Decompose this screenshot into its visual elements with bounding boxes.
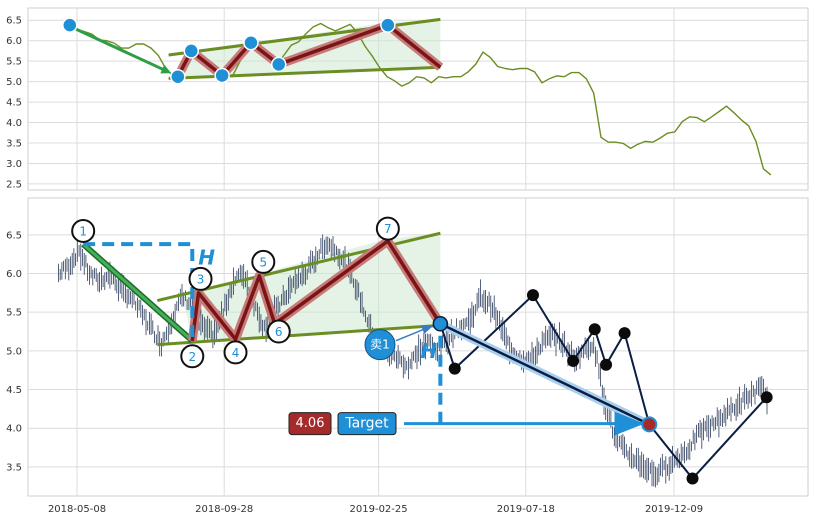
zigzag-point-2 <box>526 289 539 302</box>
top-pattern-point-1 <box>170 68 186 85</box>
zigzag-point-8 <box>686 472 699 485</box>
top-y-tick-labels: 2.5 3.0 3.5 4.0 4.5 5.0 5.5 6.0 6.5 <box>6 16 22 191</box>
bottom-lower-trendline <box>157 323 441 347</box>
top-y-tick-label-0: 2.5 <box>6 179 22 190</box>
pattern-label-circle-5 <box>251 249 276 274</box>
bottom-pattern-zigzag <box>190 239 442 342</box>
bottom-drop-segment-inner <box>82 242 194 342</box>
pattern-label-1: 1 <box>79 224 87 238</box>
bottom-y-tick-labels: 3.5 4.0 4.5 5.0 5.5 6.0 6.5 <box>6 230 22 473</box>
bottom-y-tick-label-0: 3.5 <box>6 462 22 473</box>
bottom-panel: 3.5 4.0 4.5 5.0 5.5 6.0 6.5 2018-05-08 2018-09-… <box>6 197 809 515</box>
target-badge: Target <box>337 412 397 436</box>
x-tick-label-3: 2019-07-18 <box>497 504 555 515</box>
zigzag-point-1 <box>448 362 461 375</box>
pattern-label-4: 4 <box>232 346 240 360</box>
top-grid <box>28 8 808 190</box>
sell-badge-circle <box>364 329 396 361</box>
pattern-label-circle-4 <box>223 340 248 365</box>
zigzag-point-5 <box>600 358 613 371</box>
pattern-label-circle-7 <box>375 216 400 241</box>
bottom-y-tick-label-3: 5.0 <box>6 346 22 357</box>
x-tick-label-4: 2019-12-09 <box>645 504 703 515</box>
x-tick-label-1: 2018-09-28 <box>195 504 253 515</box>
height-measure-dashed-line <box>83 242 195 341</box>
top-pattern-point-2 <box>183 43 200 59</box>
pattern-label-2: 2 <box>188 350 196 364</box>
top-y-tick-label-8: 6.5 <box>6 16 22 27</box>
pattern-label-circle-2 <box>180 344 205 369</box>
bottom-zigzag-points <box>432 289 773 485</box>
x-tick-label-2: 2019-02-25 <box>350 504 408 515</box>
value-badge: 4.06 <box>288 412 332 436</box>
x-tick-label-0: 2018-05-08 <box>48 504 106 515</box>
zigzag-point-6 <box>618 327 631 340</box>
bottom-y-tick-label-6: 6.5 <box>6 230 22 241</box>
bottom-y-tick-label-4: 5.5 <box>6 308 22 319</box>
target-point <box>641 416 658 433</box>
pattern-label-6: 6 <box>275 325 283 339</box>
pattern-label-7: 7 <box>384 222 392 236</box>
pattern-label-circle-6 <box>266 319 291 344</box>
bottom-post-breakout-zigzag <box>439 293 768 481</box>
bottom-y-tick-label-5: 6.0 <box>6 269 22 280</box>
zigzag-point-9 <box>760 391 773 404</box>
top-pattern-point-6 <box>380 17 396 33</box>
breakout-point <box>432 316 449 332</box>
sell-badge: 卖1 <box>364 329 396 361</box>
value-badge-label: 4.06 <box>296 416 325 431</box>
pattern-label-5: 5 <box>259 255 267 269</box>
top-pattern-point-3 <box>214 67 230 84</box>
bottom-x-tick-labels: 2018-05-08 2018-09-28 2019-02-25 2019-07-18… <box>48 504 703 515</box>
top-pattern-point-5 <box>270 56 287 73</box>
value-badge-box <box>288 412 332 436</box>
target-badge-label: Target <box>344 416 389 432</box>
top-y-tick-label-7: 6.0 <box>6 36 22 47</box>
height-label-right: H <box>420 339 437 363</box>
height-label-left: H <box>198 245 215 269</box>
target-badge-box <box>337 412 397 436</box>
top-y-tick-label-4: 4.5 <box>6 98 22 109</box>
bottom-y-tick-label-1: 4.0 <box>6 424 22 435</box>
top-pattern-point-0 <box>62 17 78 33</box>
bottom-pattern-labels: 1 2 3 4 5 6 7 <box>71 216 400 369</box>
top-drop-arrowhead <box>160 64 172 74</box>
top-pattern-point-4 <box>243 34 259 51</box>
top-y-tick-label-2: 3.5 <box>6 138 22 149</box>
pattern-label-circle-1 <box>71 218 96 243</box>
top-pattern-points <box>62 17 396 85</box>
pattern-label-circle-3 <box>188 266 213 291</box>
top-y-tick-label-3: 4.0 <box>6 118 22 129</box>
top-y-tick-label-6: 5.5 <box>6 57 22 68</box>
top-drop-arrow <box>73 26 167 73</box>
sell-arrow <box>395 325 434 342</box>
pattern-label-3: 3 <box>197 272 205 286</box>
top-panel: 2.5 3.0 3.5 4.0 4.5 5.0 5.5 6.0 6.5 <box>6 7 809 191</box>
sell-badge-label: 卖1 <box>370 338 390 352</box>
bottom-target-projection <box>439 322 650 426</box>
zigzag-point-3 <box>567 354 580 367</box>
zigzag-point-4 <box>588 323 601 336</box>
top-y-tick-label-5: 5.0 <box>6 77 22 88</box>
top-y-tick-label-1: 3.0 <box>6 159 22 170</box>
top-lower-trendline <box>168 65 441 80</box>
bottom-y-tick-label-2: 4.5 <box>6 385 22 396</box>
